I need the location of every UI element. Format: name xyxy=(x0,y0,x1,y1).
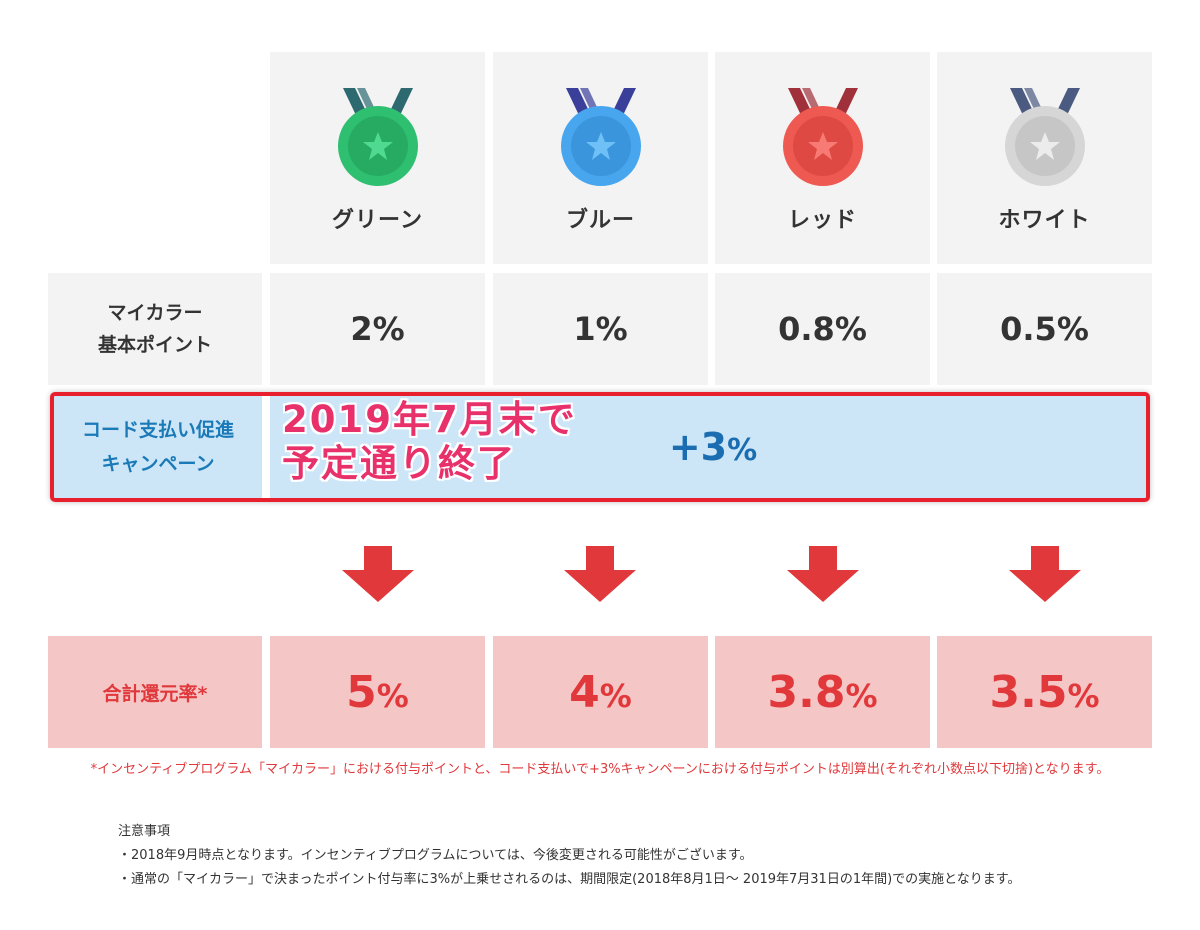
campaign-ended-annotation: 2019年7月末で 予定通り終了 xyxy=(282,398,577,486)
base-label-line2: 基本ポイント xyxy=(97,334,212,356)
base-points-label: マイカラー 基本ポイント xyxy=(48,273,262,385)
base-points-blue: 1% xyxy=(493,273,708,385)
total-pct-sign: % xyxy=(599,676,632,715)
arrow-down-icon xyxy=(342,546,414,602)
rank-name-white: ホワイト xyxy=(998,208,1091,233)
note-item: ・2018年9月時点となります。インセンティブプログラムについては、今後変更され… xyxy=(118,848,753,863)
campaign-label: コード支払い促進 キャンペーン xyxy=(54,396,262,498)
rank-header-green: グリーン xyxy=(270,52,485,264)
base-value-blue: 1% xyxy=(573,310,628,348)
base-label-line1: マイカラー xyxy=(107,302,203,324)
green-medal-icon xyxy=(337,88,418,186)
base-points-white: 0.5% xyxy=(937,273,1152,385)
base-points-green: 2% xyxy=(270,273,485,385)
total-pct-sign: % xyxy=(1067,676,1100,715)
total-rate-green: 5% xyxy=(270,636,485,748)
total-value-red: 3.8 xyxy=(767,666,846,718)
campaign-pct-sign: % xyxy=(727,433,758,468)
base-points-red: 0.8% xyxy=(715,273,930,385)
total-pct-sign: % xyxy=(376,676,409,715)
total-pct-sign: % xyxy=(845,676,878,715)
total-value-blue: 4 xyxy=(569,666,600,718)
base-value-red: 0.8% xyxy=(778,310,867,348)
arrow-down-icon xyxy=(564,546,636,602)
annotation-line1: 2019年7月末で xyxy=(282,398,577,441)
total-rate-white: 3.5% xyxy=(937,636,1152,748)
total-label-text: 合計還元率* xyxy=(102,682,208,705)
rank-name-red: レッド xyxy=(787,208,857,233)
notes-title: 注意事項 xyxy=(118,824,171,839)
footnote: *インセンティブプログラム「マイカラー」における付与ポイントと、コード支払いで+… xyxy=(90,762,1110,777)
arrow-down-icon xyxy=(1009,546,1081,602)
rank-name-green: グリーン xyxy=(332,208,423,233)
total-rate-label: 合計還元率* xyxy=(48,636,262,748)
campaign-label-line1: コード支払い促進 xyxy=(81,419,234,441)
campaign-bonus: +3% xyxy=(270,396,1146,498)
rank-header-white: ホワイト xyxy=(937,52,1152,264)
rank-name-blue: ブルー xyxy=(565,208,635,233)
base-value-white: 0.5% xyxy=(1000,310,1089,348)
campaign-bonus-value: +3% xyxy=(669,425,757,469)
total-value-white: 3.5 xyxy=(989,666,1068,718)
campaign-label-line2: キャンペーン xyxy=(101,453,215,475)
notes-section: 注意事項 ・2018年9月時点となります。インセンティブプログラムについては、今… xyxy=(118,820,1020,892)
campaign-plus-number: +3 xyxy=(668,425,728,469)
rank-header-red: レッド xyxy=(715,52,930,264)
total-value-green: 5 xyxy=(346,666,377,718)
total-rate-red: 3.8% xyxy=(715,636,930,748)
white-medal-icon xyxy=(1004,88,1085,186)
arrow-down-icon xyxy=(787,546,859,602)
red-medal-icon xyxy=(782,88,863,186)
rank-header-blue: ブルー xyxy=(493,52,708,264)
annotation-line2: 予定通り終了 xyxy=(282,442,516,485)
total-rate-blue: 4% xyxy=(493,636,708,748)
blue-medal-icon xyxy=(560,88,641,186)
note-item: ・通常の「マイカラー」で決まったポイント付与率に3%が上乗せされるのは、期間限定… xyxy=(118,872,1021,887)
base-value-green: 2% xyxy=(350,310,405,348)
